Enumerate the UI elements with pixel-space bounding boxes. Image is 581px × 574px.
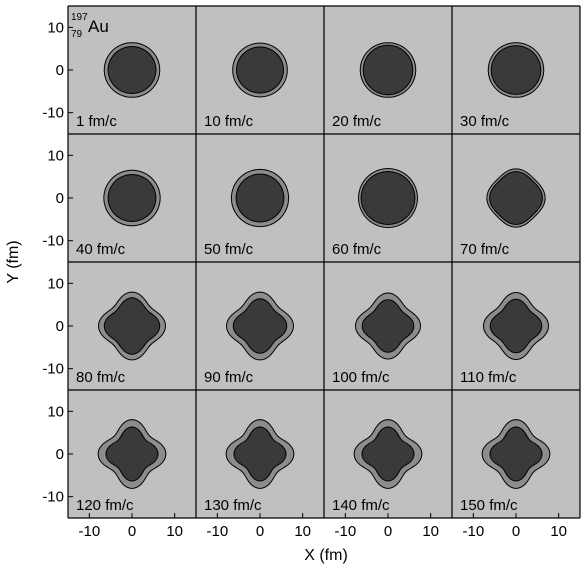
x-axis-label: X (fm) [304, 547, 348, 564]
panel-8: 70 fm/c [452, 134, 580, 262]
nucleus-atomic-number: 79 [71, 29, 83, 40]
inner-density-contour [107, 46, 157, 94]
nucleus-symbol: Au [88, 17, 109, 36]
panel-16: 150 fm/c [452, 390, 580, 518]
x-tick-label: 0 [384, 523, 392, 540]
panel-time-label: 30 fm/c [460, 113, 510, 130]
inner-density-contour [361, 299, 415, 353]
inner-density-contour [490, 45, 542, 95]
inner-density-contour [360, 171, 416, 225]
panels-layer: 1 fm/c 10 fm/c 20 fm/c 30 fm/c 40 fm/c 50 fm/… [68, 6, 580, 518]
panel-time-label: 80 fm/c [76, 369, 126, 386]
x-tick-label: 0 [256, 523, 264, 540]
y-tick-label: -10 [42, 233, 64, 250]
x-tick-label: 10 [294, 523, 311, 540]
panel-time-label: 110 fm/c [460, 369, 517, 386]
panel-12: 110 fm/c [452, 262, 580, 390]
panel-time-label: 1 fm/c [76, 113, 117, 130]
panel-time-label: 50 fm/c [204, 241, 254, 258]
panel-10: 90 fm/c [196, 262, 324, 390]
panel-1: 1 fm/c [68, 6, 196, 134]
inner-density-contour [235, 173, 285, 223]
x-tick-label: -10 [206, 523, 228, 540]
panel-time-label: 70 fm/c [460, 241, 510, 258]
x-tick-label: -10 [78, 523, 100, 540]
panel-time-label: 100 fm/c [332, 369, 390, 386]
panel-divider-layer [67, 5, 581, 519]
panel-time-label: 90 fm/c [204, 369, 254, 386]
x-tick-label: -10 [334, 523, 356, 540]
x-tick-label: 10 [550, 523, 567, 540]
y-tick-label: 10 [47, 19, 64, 36]
inner-density-contour [232, 298, 288, 354]
inner-density-contour [362, 44, 414, 96]
x-tick-label: 10 [422, 523, 439, 540]
panel-time-label: 130 fm/c [204, 497, 262, 514]
panel-time-label: 10 fm/c [204, 113, 254, 130]
panel-time-label: 40 fm/c [76, 241, 126, 258]
x-tick-label: -10 [462, 523, 484, 540]
panel-2: 10 fm/c [196, 6, 324, 134]
axis-ticks-layer: -10 0 10 -10 0 10 -10 0 10 -10 0 10 -10 0 10 -10 0 10 -10 0… [42, 19, 567, 540]
y-axis-label: Y (fm) [5, 240, 22, 283]
panel-14: 130 fm/c [196, 390, 324, 518]
panel-9: 80 fm/c [68, 262, 196, 390]
x-tick-label: 0 [128, 523, 136, 540]
y-tick-label: 10 [47, 275, 64, 292]
inner-density-contour [489, 298, 543, 354]
panel-time-label: 20 fm/c [332, 113, 382, 130]
inner-density-contour [489, 171, 543, 225]
y-tick-label: -10 [42, 361, 64, 378]
inner-density-contour [489, 426, 543, 482]
y-tick-label: -10 [42, 489, 64, 506]
panel-6: 50 fm/c [196, 134, 324, 262]
panel-5: 40 fm/c [68, 134, 196, 262]
panel-time-label: 140 fm/c [332, 497, 390, 514]
nucleus-label: 197 79 Au [71, 12, 109, 40]
y-tick-label: 0 [56, 446, 64, 463]
y-tick-label: 0 [56, 190, 64, 207]
inner-density-contour [361, 426, 415, 482]
panel-3: 20 fm/c [324, 6, 452, 134]
y-tick-label: 10 [47, 147, 64, 164]
panel-4: 30 fm/c [452, 6, 580, 134]
y-tick-label: 0 [56, 62, 64, 79]
inner-density-contour [105, 426, 159, 482]
x-tick-label: 10 [166, 523, 183, 540]
panel-time-label: 120 fm/c [76, 497, 134, 514]
x-tick-label: 0 [512, 523, 520, 540]
nucleus-mass-number: 197 [71, 12, 88, 23]
y-tick-label: 0 [56, 318, 64, 335]
inner-density-contour [236, 46, 284, 94]
y-tick-label: -10 [42, 105, 64, 122]
inner-density-contour [107, 174, 157, 222]
panel-time-label: 60 fm/c [332, 241, 382, 258]
inner-density-contour [233, 426, 287, 482]
inner-density-contour [103, 297, 161, 355]
panel-13: 120 fm/c [68, 390, 196, 518]
panel-11: 100 fm/c [324, 262, 452, 390]
panel-7: 60 fm/c [324, 134, 452, 262]
y-tick-label: 10 [47, 403, 64, 420]
panel-time-label: 150 fm/c [460, 497, 518, 514]
panel-15: 140 fm/c [324, 390, 452, 518]
